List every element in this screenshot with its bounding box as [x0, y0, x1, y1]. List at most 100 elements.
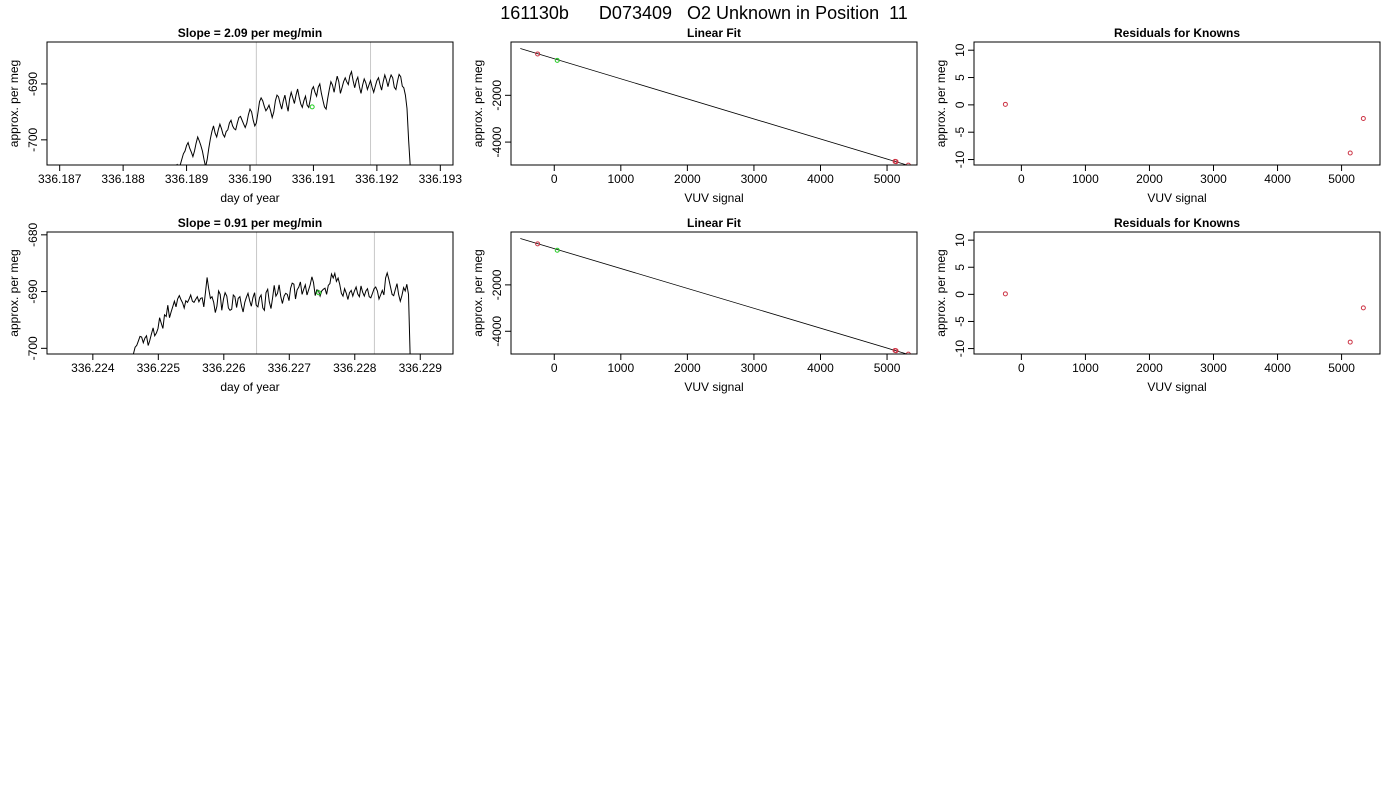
x-tick-label: 5000	[874, 172, 901, 186]
unknown-marker	[309, 104, 315, 110]
x-tick-label: 336.193	[419, 172, 463, 186]
x-axis-label: day of year	[220, 380, 279, 394]
panel-title: Slope = 0.91 per meg/min	[178, 216, 322, 230]
x-tick-label: 336.228	[333, 361, 377, 375]
x-axis-label: VUV signal	[684, 191, 743, 205]
y-axis-label: approx. per meg	[934, 60, 948, 147]
x-tick-label: 3000	[741, 361, 768, 375]
x-tick-label: 4000	[1264, 172, 1291, 186]
plot-frame	[510, 231, 918, 355]
plot-frame	[46, 231, 454, 355]
x-tick-label: 1000	[1072, 361, 1099, 375]
panel-resid-2: 0 1000 2000 3000 4000 5000 -10 -5 0 5 10 Residuals …	[934, 216, 1381, 394]
y-tick-label: -2000	[490, 269, 504, 300]
x-tick-label: 336.189	[165, 172, 209, 186]
x-tick-label: 2000	[674, 361, 701, 375]
y-tick-label: -4000	[490, 126, 504, 157]
x-tick-label: 336.226	[202, 361, 246, 375]
known-point	[1002, 101, 1008, 107]
x-tick-label: 1000	[607, 361, 634, 375]
plot-frame	[46, 41, 454, 166]
panel-title: Slope = 2.09 per meg/min	[178, 26, 322, 40]
x-axis-label: VUV signal	[1147, 380, 1206, 394]
x-tick-label: 3000	[1200, 361, 1227, 375]
panel-title: Residuals for Knowns	[1114, 26, 1240, 40]
panel-title: Residuals for Knowns	[1114, 216, 1240, 230]
x-tick-label: 0	[1018, 172, 1025, 186]
panel-slope-1: 336.187 336.188 336.189 336.190 336.191 336.1…	[7, 26, 462, 205]
y-tick-label: -680	[26, 223, 40, 247]
plot-frame	[510, 41, 918, 166]
x-tick-label: 2000	[1136, 361, 1163, 375]
x-tick-label: 0	[1018, 361, 1025, 375]
y-tick-label: -5	[953, 127, 967, 138]
series-line	[176, 69, 411, 165]
plot-area	[132, 232, 411, 354]
unknown-marker	[316, 290, 322, 296]
x-tick-label: 3000	[1200, 172, 1227, 186]
x-tick-label: 5000	[1328, 361, 1355, 375]
panel-resid-1: 0 1000 2000 3000 4000 5000 -10 -5 0 5 10 Residuals …	[934, 26, 1381, 205]
x-tick-label: 4000	[807, 172, 834, 186]
x-axis-label: VUV signal	[1147, 191, 1206, 205]
x-tick-label: 5000	[874, 361, 901, 375]
y-tick-label: -4000	[490, 316, 504, 347]
known-point	[905, 162, 911, 165]
x-tick-label: 336.190	[228, 172, 272, 186]
plot-area	[1002, 291, 1366, 345]
y-axis-label: approx. per meg	[471, 60, 485, 147]
y-axis-label: approx. per meg	[471, 249, 485, 336]
known-point	[1360, 305, 1366, 311]
y-tick-label: -10	[953, 151, 967, 169]
known-point	[535, 241, 541, 247]
plot-area	[176, 42, 411, 165]
x-axis-label: day of year	[220, 191, 279, 205]
panel-title: Linear Fit	[687, 216, 741, 230]
fit-line	[520, 48, 908, 165]
y-tick-label: -5	[953, 316, 967, 327]
known-point	[893, 159, 899, 165]
x-tick-label: 0	[551, 361, 558, 375]
y-tick-label: -690	[26, 279, 40, 303]
known-point	[905, 351, 911, 354]
x-tick-label: 0	[551, 172, 558, 186]
panel-slope-2: 336.224 336.225 336.226 336.227 336.228 336.2…	[7, 216, 454, 394]
y-tick-label: -10	[953, 340, 967, 358]
x-tick-label: 2000	[1136, 172, 1163, 186]
unknown-point	[554, 57, 560, 63]
y-axis-label: approx. per meg	[7, 249, 21, 336]
x-tick-label: 336.224	[71, 361, 115, 375]
x-tick-label: 2000	[674, 172, 701, 186]
y-tick-label: -700	[26, 128, 40, 152]
x-tick-label: 336.188	[101, 172, 145, 186]
known-point	[1347, 150, 1353, 156]
x-tick-label: 336.191	[292, 172, 336, 186]
page-title: 161130b D073409 O2 Unknown in Position 1…	[500, 3, 908, 23]
known-point	[1360, 116, 1366, 122]
x-tick-label: 4000	[1264, 361, 1291, 375]
known-point	[1347, 339, 1353, 345]
x-tick-label: 336.225	[137, 361, 181, 375]
unknown-point	[554, 247, 560, 253]
x-tick-label: 1000	[1072, 172, 1099, 186]
x-tick-label: 336.227	[268, 361, 312, 375]
x-tick-label: 336.229	[399, 361, 443, 375]
plot-area	[1002, 101, 1366, 156]
known-point	[535, 51, 541, 57]
panel-title: Linear Fit	[687, 26, 741, 40]
series-line	[132, 271, 411, 354]
panel-fit-2: 0 1000 2000 3000 4000 5000 -4000 -2000 Linear Fi…	[471, 216, 918, 394]
x-tick-label: 3000	[741, 172, 768, 186]
plot-frame	[973, 231, 1381, 355]
plot-area	[520, 48, 911, 165]
y-tick-label: -690	[26, 72, 40, 96]
known-point	[893, 348, 899, 354]
known-point	[1002, 291, 1008, 297]
panel-fit-1: 0 1000 2000 3000 4000 5000 -4000 -2000 Linear Fi…	[471, 26, 918, 205]
y-tick-label: -2000	[490, 80, 504, 111]
y-tick-label: 10	[953, 233, 967, 247]
x-axis-label: VUV signal	[684, 380, 743, 394]
y-tick-label: 5	[953, 264, 967, 271]
y-tick-label: 10	[953, 43, 967, 57]
